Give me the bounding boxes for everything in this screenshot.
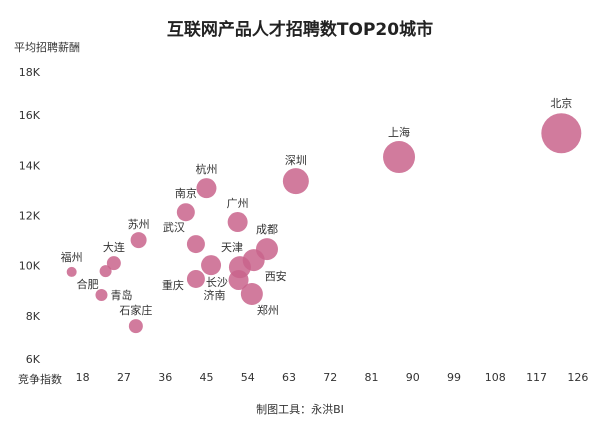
bubble xyxy=(106,256,121,271)
bubble xyxy=(128,319,143,334)
x-tick-label: 18 xyxy=(76,371,90,384)
bubble xyxy=(383,141,416,174)
point-label: 福州 xyxy=(61,250,83,264)
point-label: 重庆 xyxy=(162,278,184,292)
point-label: 武汉 xyxy=(163,221,185,234)
bubble xyxy=(541,113,582,154)
point-label: 郑州 xyxy=(257,303,279,317)
point-label: 石家庄 xyxy=(119,303,152,317)
x-tick-label: 126 xyxy=(567,371,588,384)
point-label: 合肥 xyxy=(77,277,99,291)
y-tick-label: 12K xyxy=(19,210,41,223)
bubble xyxy=(99,265,112,278)
y-tick-label: 10K xyxy=(19,260,41,273)
bubble xyxy=(176,203,195,222)
point-label: 天津 xyxy=(221,241,243,254)
x-tick-label: 108 xyxy=(485,371,506,384)
point-label: 长沙 xyxy=(206,276,228,289)
x-tick-label: 54 xyxy=(241,371,255,384)
point-label: 北京 xyxy=(550,96,572,110)
bubble xyxy=(66,266,77,277)
point-label: 广州 xyxy=(227,197,249,210)
bubble xyxy=(95,289,108,302)
x-axis-label: 竞争指数 xyxy=(18,372,62,386)
x-tick-label: 99 xyxy=(447,371,461,384)
point-label: 西安 xyxy=(265,269,287,283)
point-label: 杭州 xyxy=(195,162,217,176)
y-tick-label: 8K xyxy=(26,310,41,323)
bubble xyxy=(186,235,205,254)
bubble xyxy=(186,269,205,288)
bubble xyxy=(228,269,249,290)
point-label: 南京 xyxy=(175,186,197,200)
y-tick-label: 6K xyxy=(26,353,41,366)
chart-title: 互联网产品人才招聘数TOP20城市 xyxy=(167,19,433,40)
point-label: 深圳 xyxy=(285,154,307,167)
y-tick-label: 16K xyxy=(19,109,41,122)
bubble xyxy=(201,255,222,276)
point-label: 济南 xyxy=(204,288,226,302)
x-tick-label: 90 xyxy=(406,371,420,384)
x-tick-label: 117 xyxy=(526,371,547,384)
x-tick-label: 81 xyxy=(365,371,379,384)
bubble xyxy=(130,232,147,249)
point-label: 大连 xyxy=(103,240,125,254)
bubble xyxy=(227,212,248,233)
point-label: 苏州 xyxy=(128,218,150,231)
bubble xyxy=(196,178,217,199)
x-tick-label: 63 xyxy=(282,371,296,384)
x-tick-label: 36 xyxy=(158,371,172,384)
y-tick-label: 18K xyxy=(19,66,41,79)
y-axis-label: 平均招聘薪酬 xyxy=(14,40,80,54)
bubble xyxy=(240,283,263,306)
footer: 制图工具：永洪BI xyxy=(256,402,344,416)
x-tick-label: 72 xyxy=(323,371,337,384)
point-label: 青岛 xyxy=(110,288,132,302)
x-tick-label: 45 xyxy=(199,371,213,384)
point-label: 成都 xyxy=(256,223,278,236)
y-tick-label: 14K xyxy=(19,159,41,172)
bubble xyxy=(282,168,309,195)
point-label: 上海 xyxy=(388,125,410,139)
x-tick-label: 27 xyxy=(117,371,131,384)
